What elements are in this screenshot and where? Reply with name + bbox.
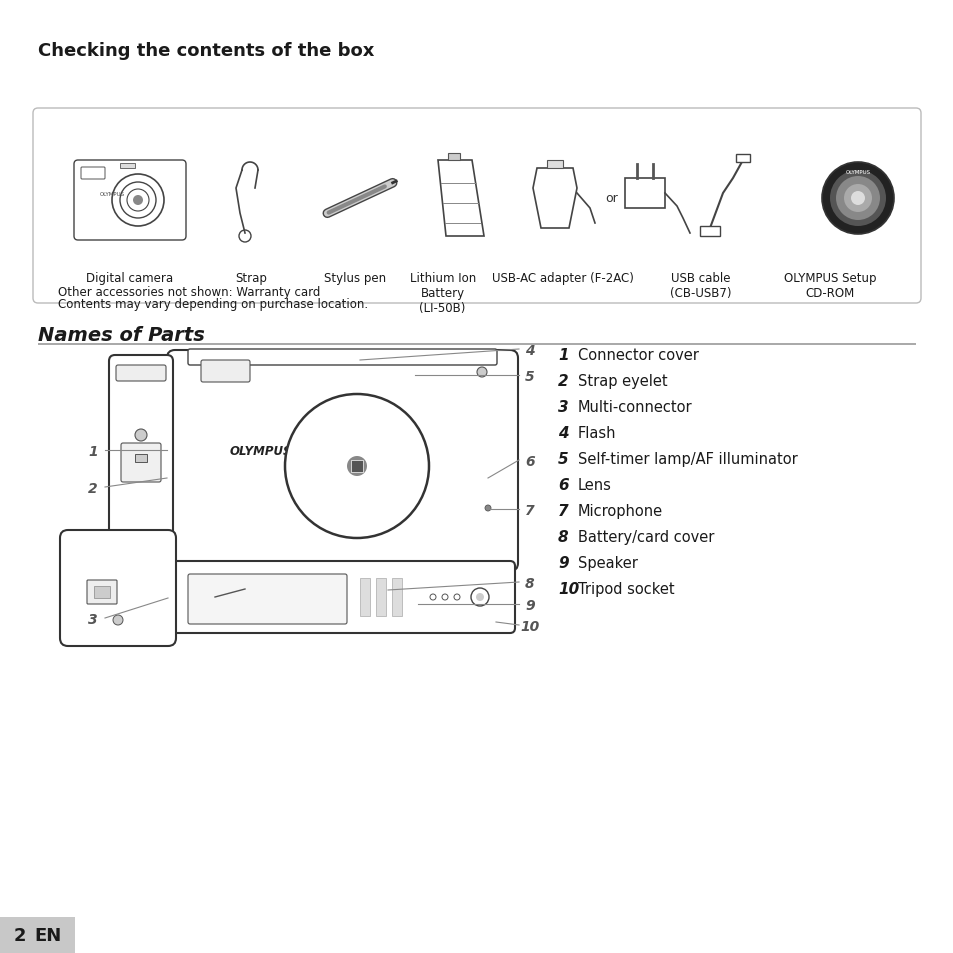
Text: Names of Parts: Names of Parts [38, 326, 205, 345]
Circle shape [307, 416, 407, 517]
Circle shape [441, 595, 448, 600]
Text: OLYMPUS Setup
CD-ROM: OLYMPUS Setup CD-ROM [783, 272, 875, 299]
Circle shape [347, 456, 367, 476]
Circle shape [296, 407, 416, 526]
Text: 9: 9 [558, 556, 568, 571]
Circle shape [476, 594, 483, 601]
Text: Speaker: Speaker [578, 556, 638, 571]
Text: 6: 6 [558, 477, 568, 493]
Text: Connector cover: Connector cover [578, 348, 699, 363]
Circle shape [829, 171, 885, 227]
Text: Checking the contents of the box: Checking the contents of the box [38, 42, 374, 60]
Text: 3: 3 [558, 399, 568, 415]
Bar [700, 227, 720, 236]
Text: Battery/card cover: Battery/card cover [578, 530, 714, 544]
Text: 2: 2 [13, 926, 27, 944]
Text: or: or [605, 193, 618, 205]
Circle shape [329, 438, 385, 495]
Polygon shape [437, 161, 483, 236]
Text: Tripod socket: Tripod socket [578, 581, 674, 597]
Text: 10: 10 [558, 581, 578, 597]
FancyBboxPatch shape [201, 360, 250, 382]
Text: 5: 5 [558, 452, 568, 467]
Bar [0, 917, 75, 953]
Text: 1: 1 [88, 444, 98, 458]
Circle shape [112, 616, 123, 625]
Text: EN: EN [34, 926, 62, 944]
Text: 6: 6 [525, 455, 535, 469]
Text: OLYMPUS: OLYMPUS [100, 192, 125, 196]
FancyBboxPatch shape [167, 351, 517, 572]
Polygon shape [351, 460, 363, 473]
Circle shape [835, 177, 879, 221]
Circle shape [316, 427, 396, 506]
Circle shape [285, 395, 429, 538]
FancyBboxPatch shape [87, 580, 117, 604]
FancyBboxPatch shape [170, 561, 515, 634]
Text: 3: 3 [88, 613, 98, 626]
FancyBboxPatch shape [109, 355, 172, 564]
Bar [94, 586, 110, 598]
Text: 2: 2 [88, 481, 98, 496]
Text: USB cable
(CB-USB7): USB cable (CB-USB7) [670, 272, 731, 299]
FancyBboxPatch shape [188, 575, 347, 624]
Text: Lens: Lens [578, 477, 611, 493]
Bar [135, 455, 147, 462]
Circle shape [454, 595, 459, 600]
Polygon shape [533, 169, 577, 229]
Text: Other accessories not shown: Warranty card: Other accessories not shown: Warranty ca… [58, 286, 320, 298]
Text: 5: 5 [525, 370, 535, 384]
Circle shape [338, 449, 375, 484]
Circle shape [821, 163, 893, 234]
Bar [375, 578, 386, 617]
Text: Strap eyelet: Strap eyelet [578, 374, 667, 389]
Text: Contents may vary depending on purchase location.: Contents may vary depending on purchase … [58, 297, 368, 311]
FancyBboxPatch shape [74, 161, 186, 241]
Circle shape [430, 595, 436, 600]
Text: 1: 1 [558, 348, 568, 363]
Text: 7: 7 [558, 503, 568, 518]
Bar [392, 578, 401, 617]
FancyBboxPatch shape [81, 168, 105, 180]
Circle shape [135, 430, 147, 441]
Text: USB-AC adapter (F-2AC): USB-AC adapter (F-2AC) [492, 272, 633, 285]
Text: 4: 4 [525, 344, 535, 357]
FancyBboxPatch shape [116, 366, 166, 381]
Text: Stylus pen: Stylus pen [323, 272, 386, 285]
Circle shape [850, 192, 864, 206]
Bar [546, 161, 562, 169]
Bar [359, 578, 370, 617]
Bar [120, 164, 135, 169]
FancyBboxPatch shape [60, 531, 175, 646]
Text: OLYMPUS: OLYMPUS [844, 171, 870, 175]
Bar [38, 344, 915, 346]
Circle shape [476, 368, 486, 377]
Bar [448, 153, 459, 161]
Text: Lithium Ion
Battery
(LI-50B): Lithium Ion Battery (LI-50B) [409, 272, 476, 314]
FancyBboxPatch shape [33, 109, 920, 304]
Text: Self-timer lamp/AF illuminator: Self-timer lamp/AF illuminator [578, 452, 797, 467]
Circle shape [132, 195, 143, 206]
Text: 9: 9 [525, 598, 535, 613]
Text: 8: 8 [525, 577, 535, 590]
Text: 4: 4 [558, 426, 568, 440]
Text: Digital camera: Digital camera [86, 272, 173, 285]
Text: 7: 7 [525, 503, 535, 517]
Text: Microphone: Microphone [578, 503, 662, 518]
Text: 10: 10 [519, 619, 539, 634]
FancyBboxPatch shape [121, 443, 161, 482]
Text: 8: 8 [558, 530, 568, 544]
Text: Flash: Flash [578, 426, 616, 440]
Circle shape [843, 185, 871, 213]
Text: Multi-connector: Multi-connector [578, 399, 692, 415]
Circle shape [484, 505, 491, 512]
Text: OLYMPUS: OLYMPUS [230, 445, 293, 458]
Bar [624, 179, 664, 209]
Text: Strap: Strap [234, 272, 267, 285]
Text: 2: 2 [558, 374, 568, 389]
Bar [735, 154, 749, 163]
FancyBboxPatch shape [188, 350, 497, 366]
Circle shape [471, 588, 489, 606]
